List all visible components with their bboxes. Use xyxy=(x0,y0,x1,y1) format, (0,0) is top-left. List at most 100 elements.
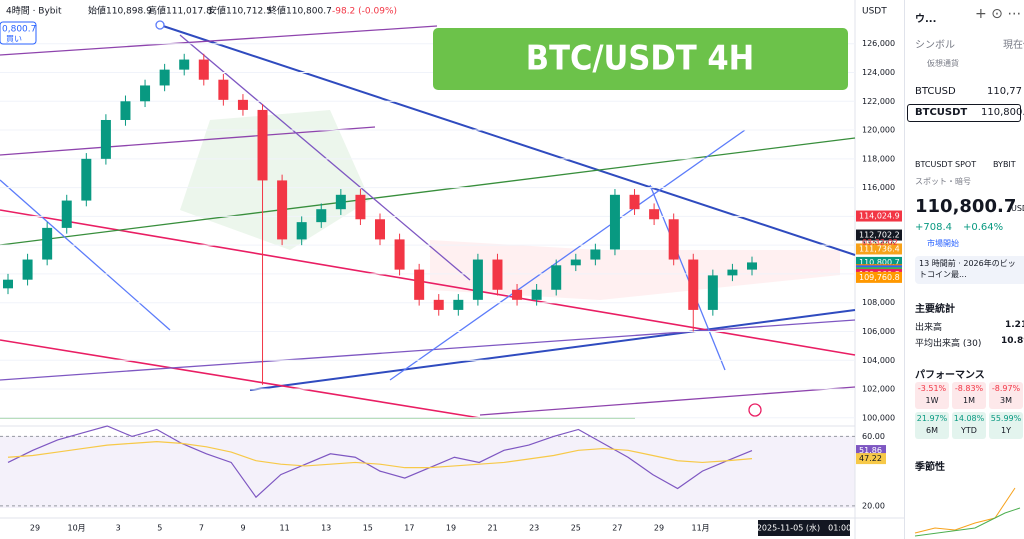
perf-cell: -3.51% 1W xyxy=(915,382,949,409)
candle-body xyxy=(257,109,268,181)
detail-symbol: BTCUSDT SPOT xyxy=(915,160,977,169)
trendline xyxy=(249,309,856,391)
news[interactable]: 13 時間前 · 2026年のビットコイン最... xyxy=(915,256,1024,284)
candle-body xyxy=(22,259,33,280)
volume: 1.21 xyxy=(1005,320,1024,330)
candle-body xyxy=(3,279,13,289)
x-tick-label: 21 xyxy=(488,524,498,533)
perf-text: 55.99% xyxy=(990,414,1022,423)
price-tag-label: 111,736.4 xyxy=(859,244,900,253)
price-tag-label: 110,800.7 xyxy=(859,258,900,267)
buy-badge[interactable] xyxy=(0,21,37,45)
candle-body xyxy=(727,269,738,276)
y-tick-label: 100,000 xyxy=(862,413,895,422)
chart: 4時間 · Bybit 始値110,898.9 高値111,017.8 安値11… xyxy=(0,0,904,539)
y-tick-label: 102,000 xyxy=(862,385,895,394)
y-tick-label: 118,000 xyxy=(862,154,895,163)
candle-body xyxy=(61,200,72,228)
interval: 4時間 · Bybit xyxy=(6,6,62,17)
perf-text: -8.97% xyxy=(991,384,1021,393)
candle-body xyxy=(159,69,170,86)
trendline xyxy=(479,386,856,416)
marks xyxy=(0,43,855,507)
rsi-tag xyxy=(856,445,886,457)
row-symbol[interactable]: BTCUSDT xyxy=(915,107,968,118)
season-line xyxy=(914,487,1016,534)
cursor-date-bg xyxy=(758,520,850,536)
candle-body xyxy=(512,289,523,300)
candle-body xyxy=(453,299,464,310)
candle-body xyxy=(472,259,483,300)
x-tick-label: 11月 xyxy=(692,524,710,533)
group: 仮想通貨 xyxy=(927,59,959,68)
change: +708.4 xyxy=(915,222,953,233)
rsi-tag-label: 47.22 xyxy=(859,454,882,463)
candle-body xyxy=(609,194,620,250)
quote-currency: USDT xyxy=(862,7,887,17)
season-chart xyxy=(914,487,1021,537)
change-pct: +0.64% xyxy=(963,222,1004,233)
row-symbol[interactable]: BTCUSD xyxy=(915,86,956,97)
exchange: BYBIT xyxy=(993,160,1016,169)
trendline xyxy=(0,137,856,246)
candle-body xyxy=(120,101,131,120)
perf-text: 1W xyxy=(925,396,939,405)
trendline xyxy=(0,25,438,56)
ohlc-low: 安値110,712.5 xyxy=(208,5,272,17)
candle-body xyxy=(414,269,425,300)
side-panel: ウ... + ⊙ ⋯ シンボル 現在値 仮想通貨 BTCUSD 110,77 B… xyxy=(904,0,1024,539)
tab[interactable]: ウ... xyxy=(915,14,937,25)
season-title: 季節性 xyxy=(915,462,945,473)
candle-body xyxy=(707,275,718,310)
alert-icon[interactable] xyxy=(748,403,762,417)
trendline xyxy=(0,209,856,356)
trendline xyxy=(0,319,856,381)
y-tick-label: 116,000 xyxy=(862,183,895,192)
y-tick-label: 120,000 xyxy=(862,126,895,135)
perf-cell: 55.99% 1Y xyxy=(989,412,1023,439)
candle-body xyxy=(375,219,385,240)
candle-body xyxy=(42,227,53,260)
x-tick-label: 27 xyxy=(612,524,622,533)
candle-body xyxy=(81,158,92,201)
price-tag xyxy=(856,256,902,268)
candle-body xyxy=(433,299,444,310)
perf-text: 3M xyxy=(1000,396,1012,405)
candle-body xyxy=(335,194,346,210)
rsi-tag xyxy=(856,453,886,465)
banner-title: BTC/USDT 4H xyxy=(526,39,754,79)
price-tag xyxy=(856,271,902,283)
candle-body xyxy=(668,219,679,260)
perf-text: 1Y xyxy=(1001,426,1011,435)
perf-text: -8.83% xyxy=(954,384,984,393)
rsi-line xyxy=(7,441,753,469)
y-tick-label: 122,000 xyxy=(862,97,895,106)
x-tick-label: 15 xyxy=(363,524,373,533)
candle-body xyxy=(590,249,601,260)
perf-text: YTD xyxy=(961,426,977,435)
stats-title: 主要統計 xyxy=(915,304,955,315)
toolbar[interactable]: + ⊙ ⋯ xyxy=(975,6,1022,22)
countdown: 03:32:02 xyxy=(862,238,898,247)
y-tick-label: 108,000 xyxy=(862,298,895,307)
y-tick-label: 20.00 xyxy=(862,501,885,510)
candle-body xyxy=(747,262,757,270)
x-tick-label: 13 xyxy=(321,524,331,533)
perf-text: 6M xyxy=(926,426,938,435)
price-tag-label: 112,702.2 xyxy=(859,231,900,240)
candle-body xyxy=(218,79,229,100)
x-tick-label: 11 xyxy=(280,524,290,533)
trendline xyxy=(0,339,481,419)
x-tick-label: 7 xyxy=(199,524,204,533)
rsi-band xyxy=(0,436,855,508)
y-tick-label: 106,000 xyxy=(862,327,895,336)
row-selected[interactable] xyxy=(907,104,1021,122)
season-line xyxy=(914,507,1021,537)
kind: スポット・暗号 xyxy=(915,177,971,186)
x-tick-label: 29 xyxy=(654,524,664,533)
trendline xyxy=(649,184,726,371)
perf-grid: -3.51% 1W -8.83% 1M -8.97% 3M 21.97% 6M 14.08% YT… xyxy=(905,382,1024,442)
perf-title: パフォーマンス xyxy=(915,370,985,381)
